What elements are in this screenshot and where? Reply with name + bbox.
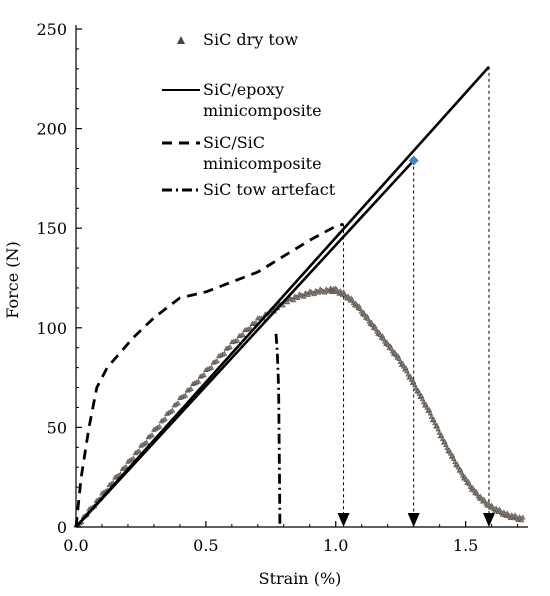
legend-label: SiC tow artefact — [203, 180, 336, 199]
y-tick-label: 200 — [36, 120, 67, 139]
x-axis-title: Strain (%) — [259, 569, 342, 588]
y-axis-title: Force (N) — [3, 241, 22, 319]
dry-tow-point — [221, 350, 228, 356]
dry-tow-point — [156, 423, 163, 429]
failure-arrow — [337, 513, 350, 527]
dry-tow-point — [240, 331, 246, 337]
x-tick-label: 1.5 — [453, 536, 478, 555]
dry-tow-point — [195, 378, 202, 384]
dry-tow-point — [201, 371, 207, 378]
legend-label: SiC dry tow — [203, 30, 298, 49]
dry-tow-point — [284, 299, 291, 305]
dry-tow-point — [182, 392, 189, 398]
plot-area — [73, 65, 526, 528]
failure-arrow — [407, 513, 420, 527]
dry-tow-point — [234, 337, 241, 343]
dry-tow-point — [188, 385, 194, 391]
y-tick-label: 150 — [36, 219, 67, 238]
dry-tow-point — [305, 291, 312, 297]
legend: SiC dry tow SiC/epoxy minicomposite SiC/SiC… — [162, 30, 336, 199]
dry-tow-point — [520, 514, 526, 520]
dry-tow-point — [301, 293, 307, 299]
dry-tow-point — [169, 407, 176, 413]
y-tick-label: 0 — [57, 518, 67, 537]
legend-label: SiC/SiC minicomposite — [203, 133, 322, 173]
dry-tow-point — [247, 325, 254, 331]
series-sic-tow-artefact — [274, 333, 282, 528]
axes: 0 50 100 150 200 250 0.0 0.5 1.0 1.5 — [36, 20, 528, 555]
y-tick-label: 250 — [36, 20, 67, 39]
series-sic-sic-minicomposite — [74, 222, 344, 528]
x-tick-label: 0.5 — [193, 536, 218, 555]
legend-label: SiC/epoxy minicomposite — [203, 80, 322, 120]
dry-tow-point — [123, 463, 129, 469]
dry-tow-point — [208, 364, 215, 370]
dry-tow-point — [290, 297, 297, 303]
series-epoxy-second-line — [75, 159, 415, 528]
dry-tow-point — [214, 358, 220, 364]
dry-tow-point — [130, 455, 137, 461]
x-tick-label: 1.0 — [323, 536, 348, 555]
dry-tow-point — [143, 439, 150, 445]
dry-tow-point — [149, 432, 155, 438]
x-tick-label: 0.0 — [63, 536, 88, 555]
legend-symbol-triangle — [177, 36, 185, 44]
dry-tow-point — [227, 344, 233, 350]
dry-tow-point — [175, 400, 181, 406]
y-tick-label: 50 — [47, 418, 67, 437]
dry-tow-point — [518, 517, 525, 523]
failure-diamond-marker — [408, 155, 419, 166]
y-tick-label: 100 — [36, 319, 67, 338]
failure-arrow — [483, 513, 495, 527]
series-sic-epoxy-minicomposite — [75, 65, 490, 528]
dry-tow-point — [136, 447, 142, 453]
dry-tow-point — [162, 416, 168, 422]
dry-tow-point — [295, 294, 301, 300]
